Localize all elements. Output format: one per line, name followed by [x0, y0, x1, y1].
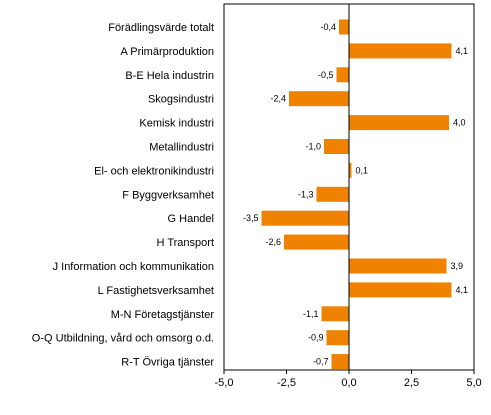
- value-label: -1,0: [305, 142, 321, 152]
- x-tick-label: -5,0: [215, 377, 234, 389]
- x-axis: -5,0 -2,5 0,0 2,5 5,0: [215, 370, 482, 389]
- category-label: H Transport: [157, 237, 214, 249]
- category-labels: Förädlingsvärde totalt A Primärproduktion…: [32, 22, 215, 369]
- x-tick-label: -2,5: [277, 377, 296, 389]
- bar: [284, 234, 349, 250]
- value-label: -2,4: [270, 94, 286, 104]
- x-tick-label: 2,5: [404, 377, 419, 389]
- value-labels: -0,4 4,1 -0,5 -2,4 4,0 -1,0 0,1 -1,3 -3,5 -2,6 3,9…: [243, 22, 468, 367]
- value-label: -2,6: [265, 237, 281, 247]
- value-label: 4,1: [456, 285, 469, 295]
- bar: [339, 19, 349, 35]
- category-label: El- och elektronikindustri: [94, 165, 214, 177]
- bar: [321, 306, 349, 322]
- value-label: 0,1: [356, 165, 369, 175]
- bar: [349, 115, 449, 131]
- value-label: -0,5: [318, 70, 334, 80]
- bar: [324, 139, 349, 154]
- category-label: A Primärproduktion: [120, 46, 214, 58]
- category-label: R-T Övriga tjänster: [121, 357, 214, 369]
- bar: [326, 330, 349, 346]
- bar: [349, 282, 452, 298]
- bar: [261, 210, 349, 226]
- x-tick-label: 5,0: [466, 377, 481, 389]
- value-label: -0,4: [320, 22, 336, 32]
- value-label: -1,3: [298, 189, 314, 199]
- value-label: 4,1: [456, 46, 469, 56]
- category-label: F Byggverksamhet: [122, 189, 214, 201]
- category-label: Förädlingsvärde totalt: [108, 22, 214, 34]
- category-label: J Information och kommunikation: [53, 261, 214, 273]
- value-label: 4,0: [453, 118, 466, 128]
- bar: [349, 258, 447, 274]
- bar: [289, 91, 349, 107]
- category-label: Kemisk industri: [139, 118, 214, 130]
- value-label: -0,9: [308, 333, 324, 343]
- value-label: -0,7: [313, 357, 329, 367]
- bar: [349, 162, 352, 178]
- x-tick-label: 0,0: [341, 377, 356, 389]
- category-label: Skogsindustri: [148, 94, 214, 106]
- bar: [316, 186, 349, 202]
- bar: [331, 354, 349, 370]
- bar: [349, 43, 452, 59]
- category-label: B-E Hela industrin: [125, 70, 214, 82]
- value-label: -3,5: [243, 213, 259, 223]
- bars-group: [261, 19, 452, 370]
- bar: [336, 67, 349, 83]
- value-label: 3,9: [451, 261, 464, 271]
- category-label: L Fastighetsverksamhet: [98, 285, 214, 297]
- category-label: M-N Företagstjänster: [111, 309, 215, 321]
- category-label: G Handel: [168, 213, 214, 225]
- value-label: -1,1: [303, 309, 319, 319]
- category-label: O-Q Utbildning, vård och omsorg o.d.: [32, 333, 214, 345]
- category-label: Metallindustri: [149, 142, 214, 154]
